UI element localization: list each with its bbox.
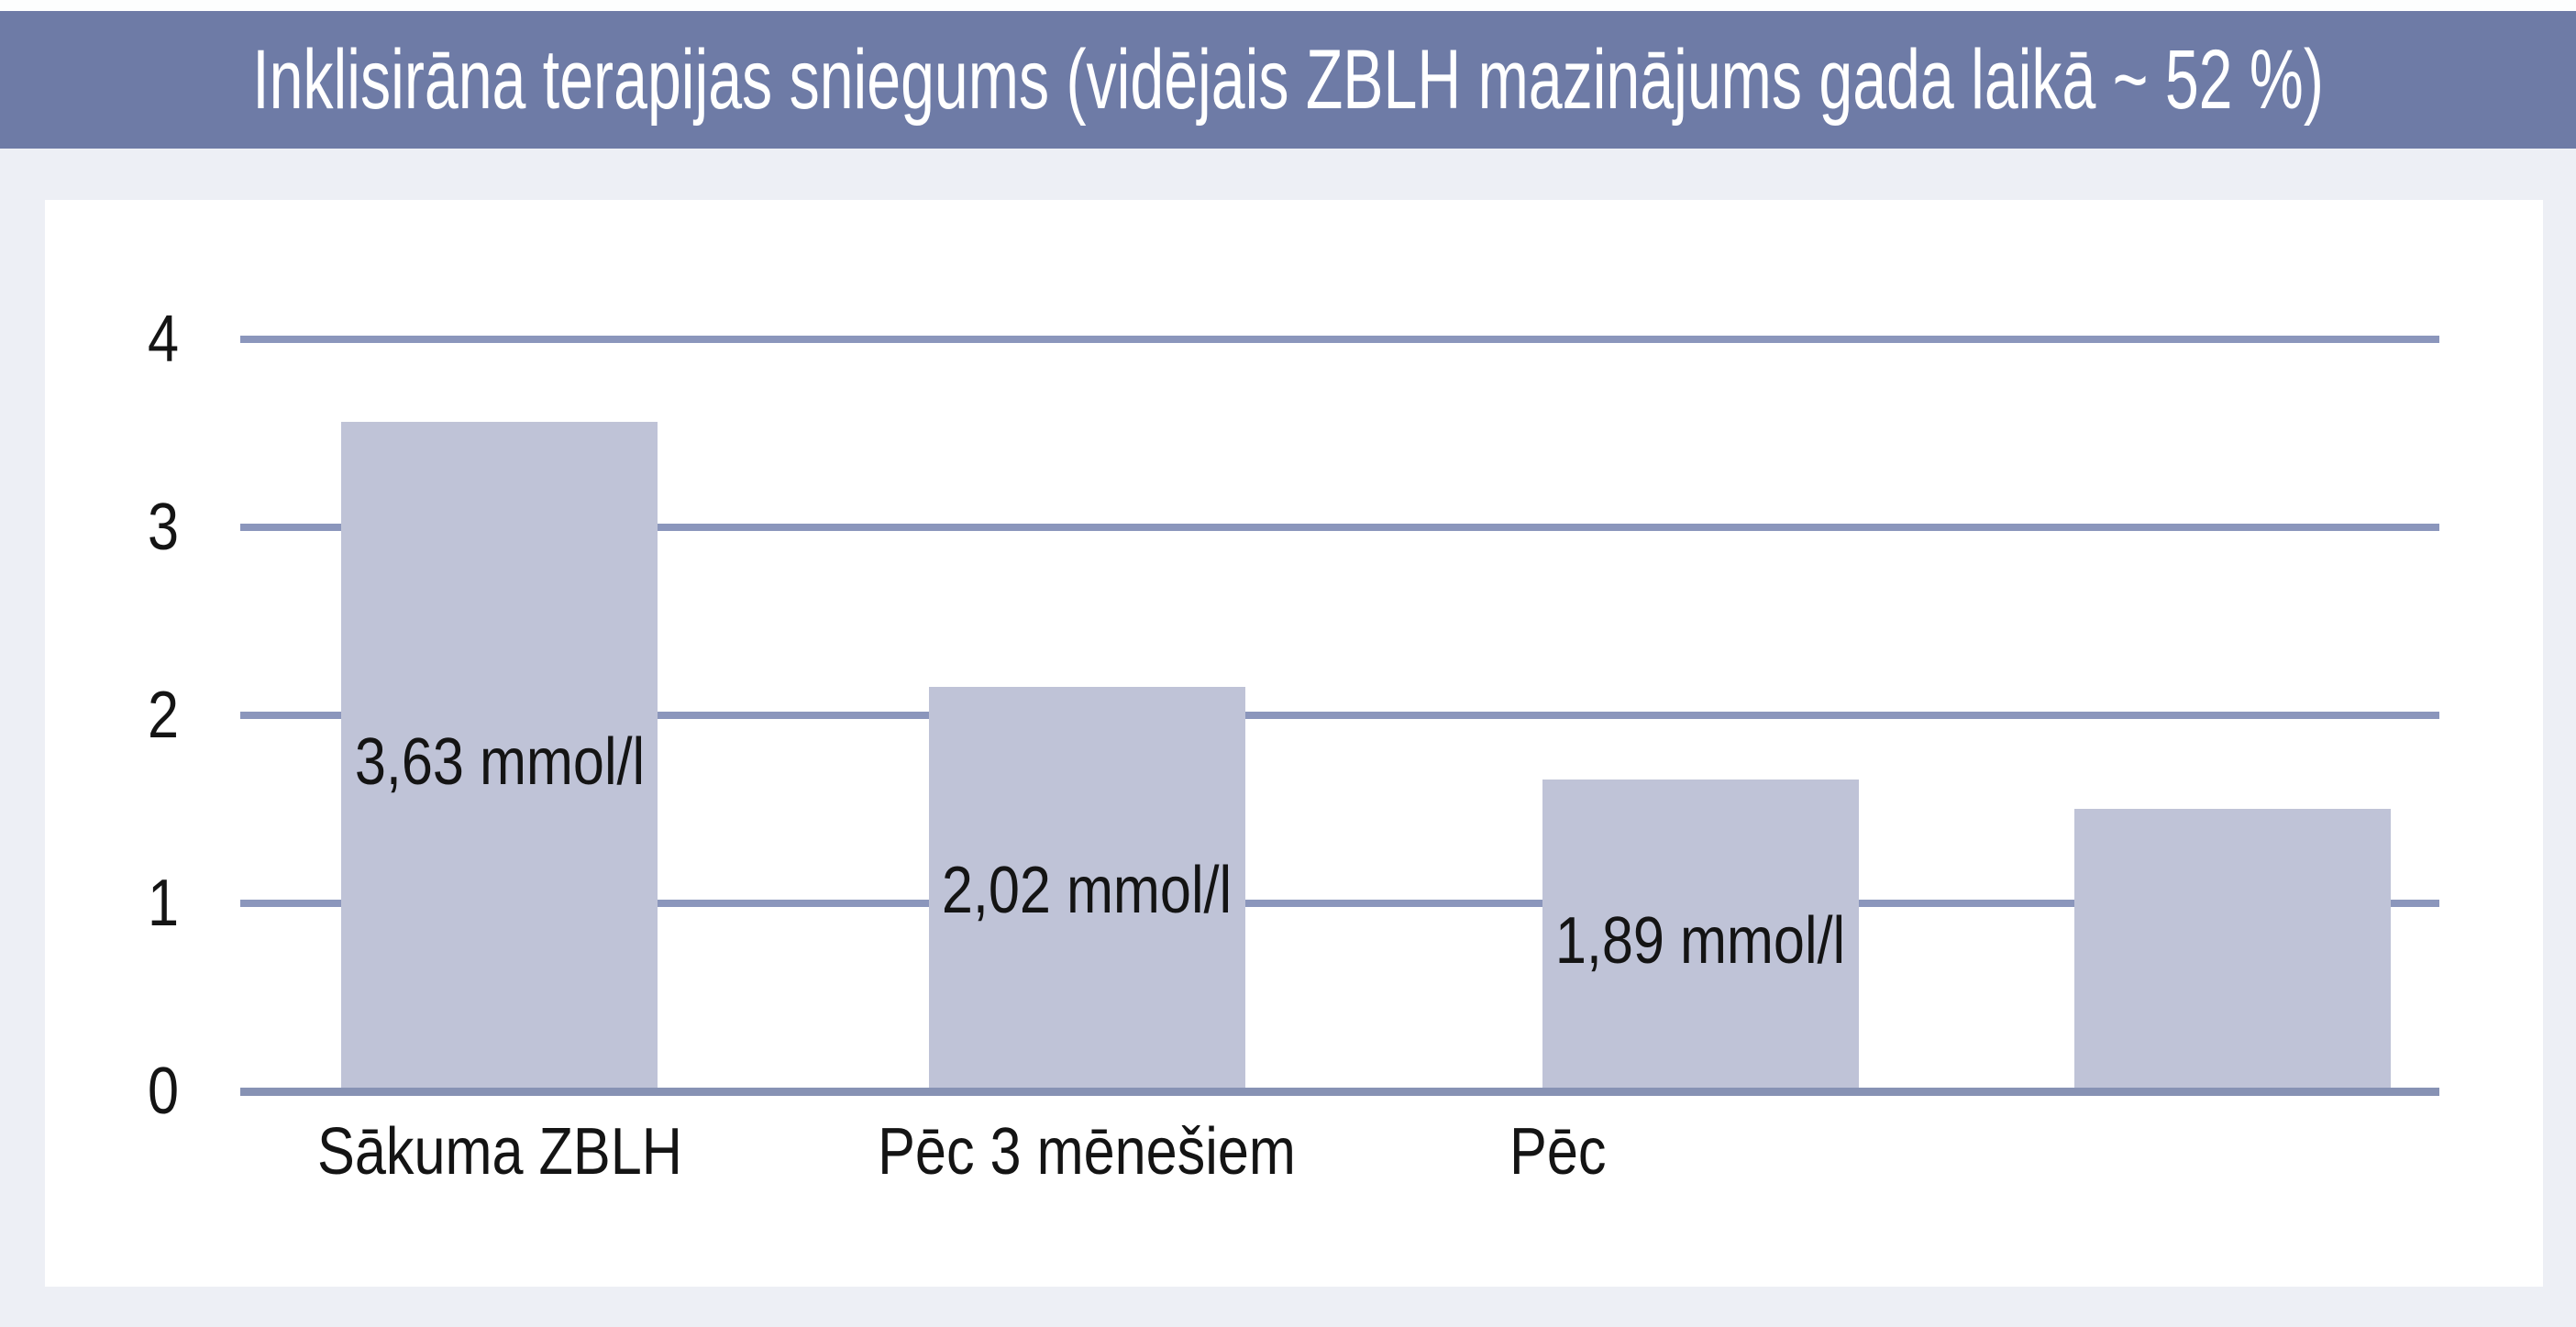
x-axis-line: [240, 1088, 2439, 1096]
bar-value-label-1: 3,63 mmol/l: [329, 729, 670, 795]
label-text: 4: [147, 303, 179, 376]
gridline-y2: [240, 712, 2439, 719]
x-axis-label-3: Pēc: [1509, 1119, 1623, 1185]
label-text: 2,02 mmol/l: [941, 854, 1233, 927]
label-text: 1: [147, 867, 179, 940]
label-text: Pēc 3 mēnešiem: [878, 1115, 1296, 1189]
y-tick-label-4: 4: [45, 306, 179, 372]
y-tick-label-3: 3: [45, 494, 179, 560]
bar-value-label-2: 2,02 mmol/l: [916, 857, 1257, 923]
bar-value-label-3: 1,89 mmol/l: [1530, 908, 1871, 974]
label-text: Pēc: [1509, 1115, 1607, 1189]
top-strip: [0, 0, 2576, 11]
y-tick-label-2: 2: [45, 682, 179, 748]
x-axis-label-2: Pēc 3 mēnešiem: [841, 1119, 1332, 1185]
y-tick-label-0: 0: [45, 1058, 179, 1124]
title-bar: Inklisirāna terapijas sniegums (vidējais…: [0, 11, 2576, 149]
label-text: 0: [147, 1055, 179, 1128]
bar-1: [341, 422, 658, 1091]
label-text: Sākuma ZBLH: [317, 1115, 682, 1189]
bar-3: [1542, 780, 1859, 1091]
y-tick-label-1: 1: [45, 870, 179, 936]
gridline-y3: [240, 524, 2439, 531]
x-axis-label-1: Sākuma ZBLH: [285, 1119, 714, 1185]
page-title: Inklisirāna terapijas sniegums (vidējais…: [252, 32, 2324, 127]
label-text: 3,63 mmol/l: [354, 725, 646, 799]
label-text: 1,89 mmol/l: [1554, 904, 1846, 978]
bar-4: [2074, 809, 2391, 1091]
bar-2: [929, 687, 1245, 1091]
label-text: 2: [147, 679, 179, 752]
gridline-y1: [240, 900, 2439, 907]
gridline-y4: [240, 336, 2439, 343]
chart-panel: 0 1 2 3 4 3,63 mmol/l Sākuma ZBLH 2,02 mmol/l Pē…: [45, 200, 2543, 1287]
label-text: 3: [147, 491, 179, 564]
